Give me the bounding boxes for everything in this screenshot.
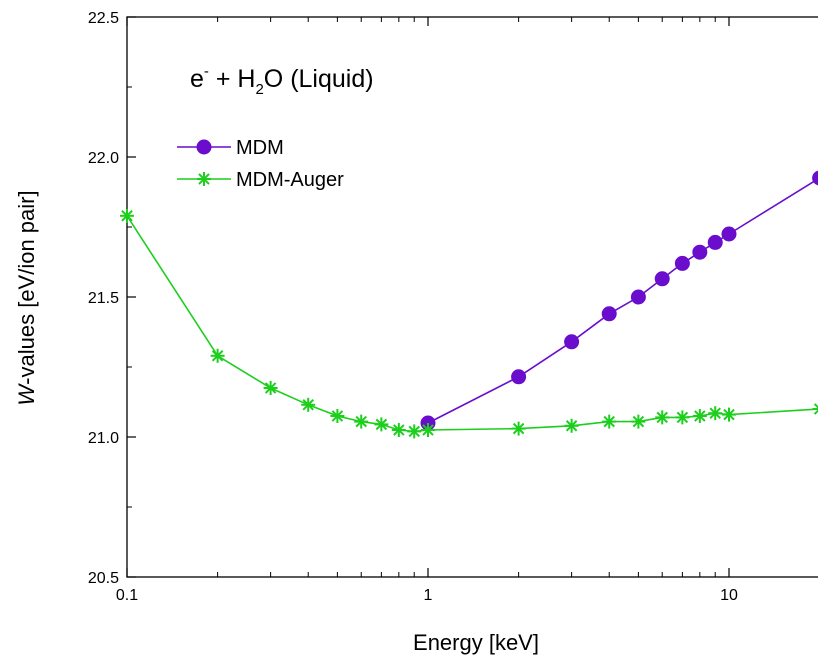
asterisk-stroke [709, 407, 721, 419]
x-tick-label: 10 [720, 587, 738, 604]
asterisk-stroke [656, 411, 668, 424]
x-tick-label: 0.1 [116, 587, 138, 604]
asterisk-stroke [422, 424, 434, 436]
data-point-mdm-auger [708, 406, 723, 421]
asterisk-stroke [723, 408, 735, 421]
data-point-mdm [812, 170, 818, 186]
data-point-mdm-auger [374, 417, 389, 432]
y-axis-title-italic: W [14, 383, 39, 406]
data-point-mdm-auger [812, 403, 818, 415]
legend-label-mdm-auger: MDM-Auger [236, 169, 344, 191]
annotation-suffix: O (Liquid) [264, 65, 374, 93]
data-point-mdm-auger [210, 348, 225, 363]
asterisk-stroke [512, 422, 525, 435]
y-tick-label: 21.0 [88, 430, 119, 447]
x-tick-label: 1 [424, 587, 433, 604]
y-tick-label: 22.0 [88, 150, 119, 167]
annotation-subscript: 2 [255, 81, 263, 98]
asterisk-stroke [813, 403, 818, 409]
data-point-mdm-auger [354, 414, 369, 429]
data-point-mdm-auger [564, 418, 579, 433]
asterisk-stroke [408, 425, 420, 438]
annotation-middle: + H [209, 65, 256, 93]
data-point-mdm [707, 234, 723, 250]
data-point-mdm [630, 289, 646, 305]
data-point-mdm-auger [330, 409, 345, 423]
y-tick-label: 22.5 [88, 10, 119, 27]
asterisk-stroke [264, 382, 277, 394]
annotation-reaction: e- + H2O (Liquid) [190, 63, 374, 98]
asterisk-stroke [813, 409, 818, 415]
data-point-mdm-auger [301, 397, 316, 412]
data-point-mdm-auger [407, 424, 422, 439]
legend-marker-mdm [196, 139, 212, 155]
asterisk-stroke [331, 410, 344, 422]
data-point-mdm-auger [421, 423, 435, 437]
tick-labels: 20.5 21.0 21.5 22.0 22.5 0.1 1 10 [88, 10, 738, 604]
x-axis-title: Energy [keV] [413, 630, 539, 655]
asterisk-stroke [565, 420, 578, 432]
legend-label-mdm: MDM [236, 137, 284, 159]
annotation-prefix: e [190, 65, 204, 93]
y-axis-title: W-values [eV/ion pair] [14, 190, 39, 405]
data-point-mdm-auger [391, 423, 406, 437]
y-tick-label: 21.5 [88, 290, 119, 307]
asterisk-stroke [302, 399, 314, 411]
asterisk-stroke [375, 418, 388, 431]
data-point-mdm-auger [675, 410, 690, 425]
plot-frame [126, 16, 818, 578]
data-point-mdm [511, 369, 527, 385]
data-point-mdm-auger [263, 381, 278, 395]
data-point-mdm-auger [511, 421, 526, 436]
data-point-mdm-auger [722, 407, 736, 422]
asterisk-stroke [676, 411, 689, 424]
legend: MDM MDM-Auger [177, 137, 344, 191]
asterisk-stroke [393, 424, 405, 436]
annotation-superscript: - [204, 63, 209, 80]
data-point-mdm [692, 244, 708, 260]
asterisk-stroke [694, 410, 706, 422]
series-mdm [420, 170, 818, 431]
asterisk-stroke [211, 350, 224, 362]
asterisk-stroke [355, 415, 367, 428]
legend-item-mdm: MDM [177, 137, 284, 159]
data-point-mdm [601, 306, 617, 322]
data-point-mdm-auger [631, 414, 646, 429]
data-point-mdm-auger [692, 409, 707, 423]
series-mdm-auger [120, 208, 818, 439]
series-line-mdm [427, 178, 818, 424]
legend-marker-mdm-auger [197, 172, 211, 186]
data-point-mdm [564, 334, 580, 350]
asterisk-stroke [632, 415, 645, 428]
axis-ticks [126, 16, 730, 578]
data-point-mdm-auger [120, 208, 134, 223]
legend-item-mdm-auger: MDM-Auger [177, 169, 344, 191]
data-point-mdm [674, 255, 690, 271]
asterisk-stroke [198, 173, 210, 185]
data-point-mdm-auger [655, 410, 670, 425]
data-point-mdm-auger [602, 414, 617, 429]
series-layer [120, 170, 818, 439]
asterisk-stroke [121, 210, 133, 222]
y-tick-label: 20.5 [88, 570, 119, 587]
data-point-mdm [654, 271, 670, 287]
data-point-mdm [721, 226, 737, 242]
asterisk-stroke [603, 415, 615, 428]
y-axis-title-rest: -values [eV/ion pair] [14, 190, 39, 384]
